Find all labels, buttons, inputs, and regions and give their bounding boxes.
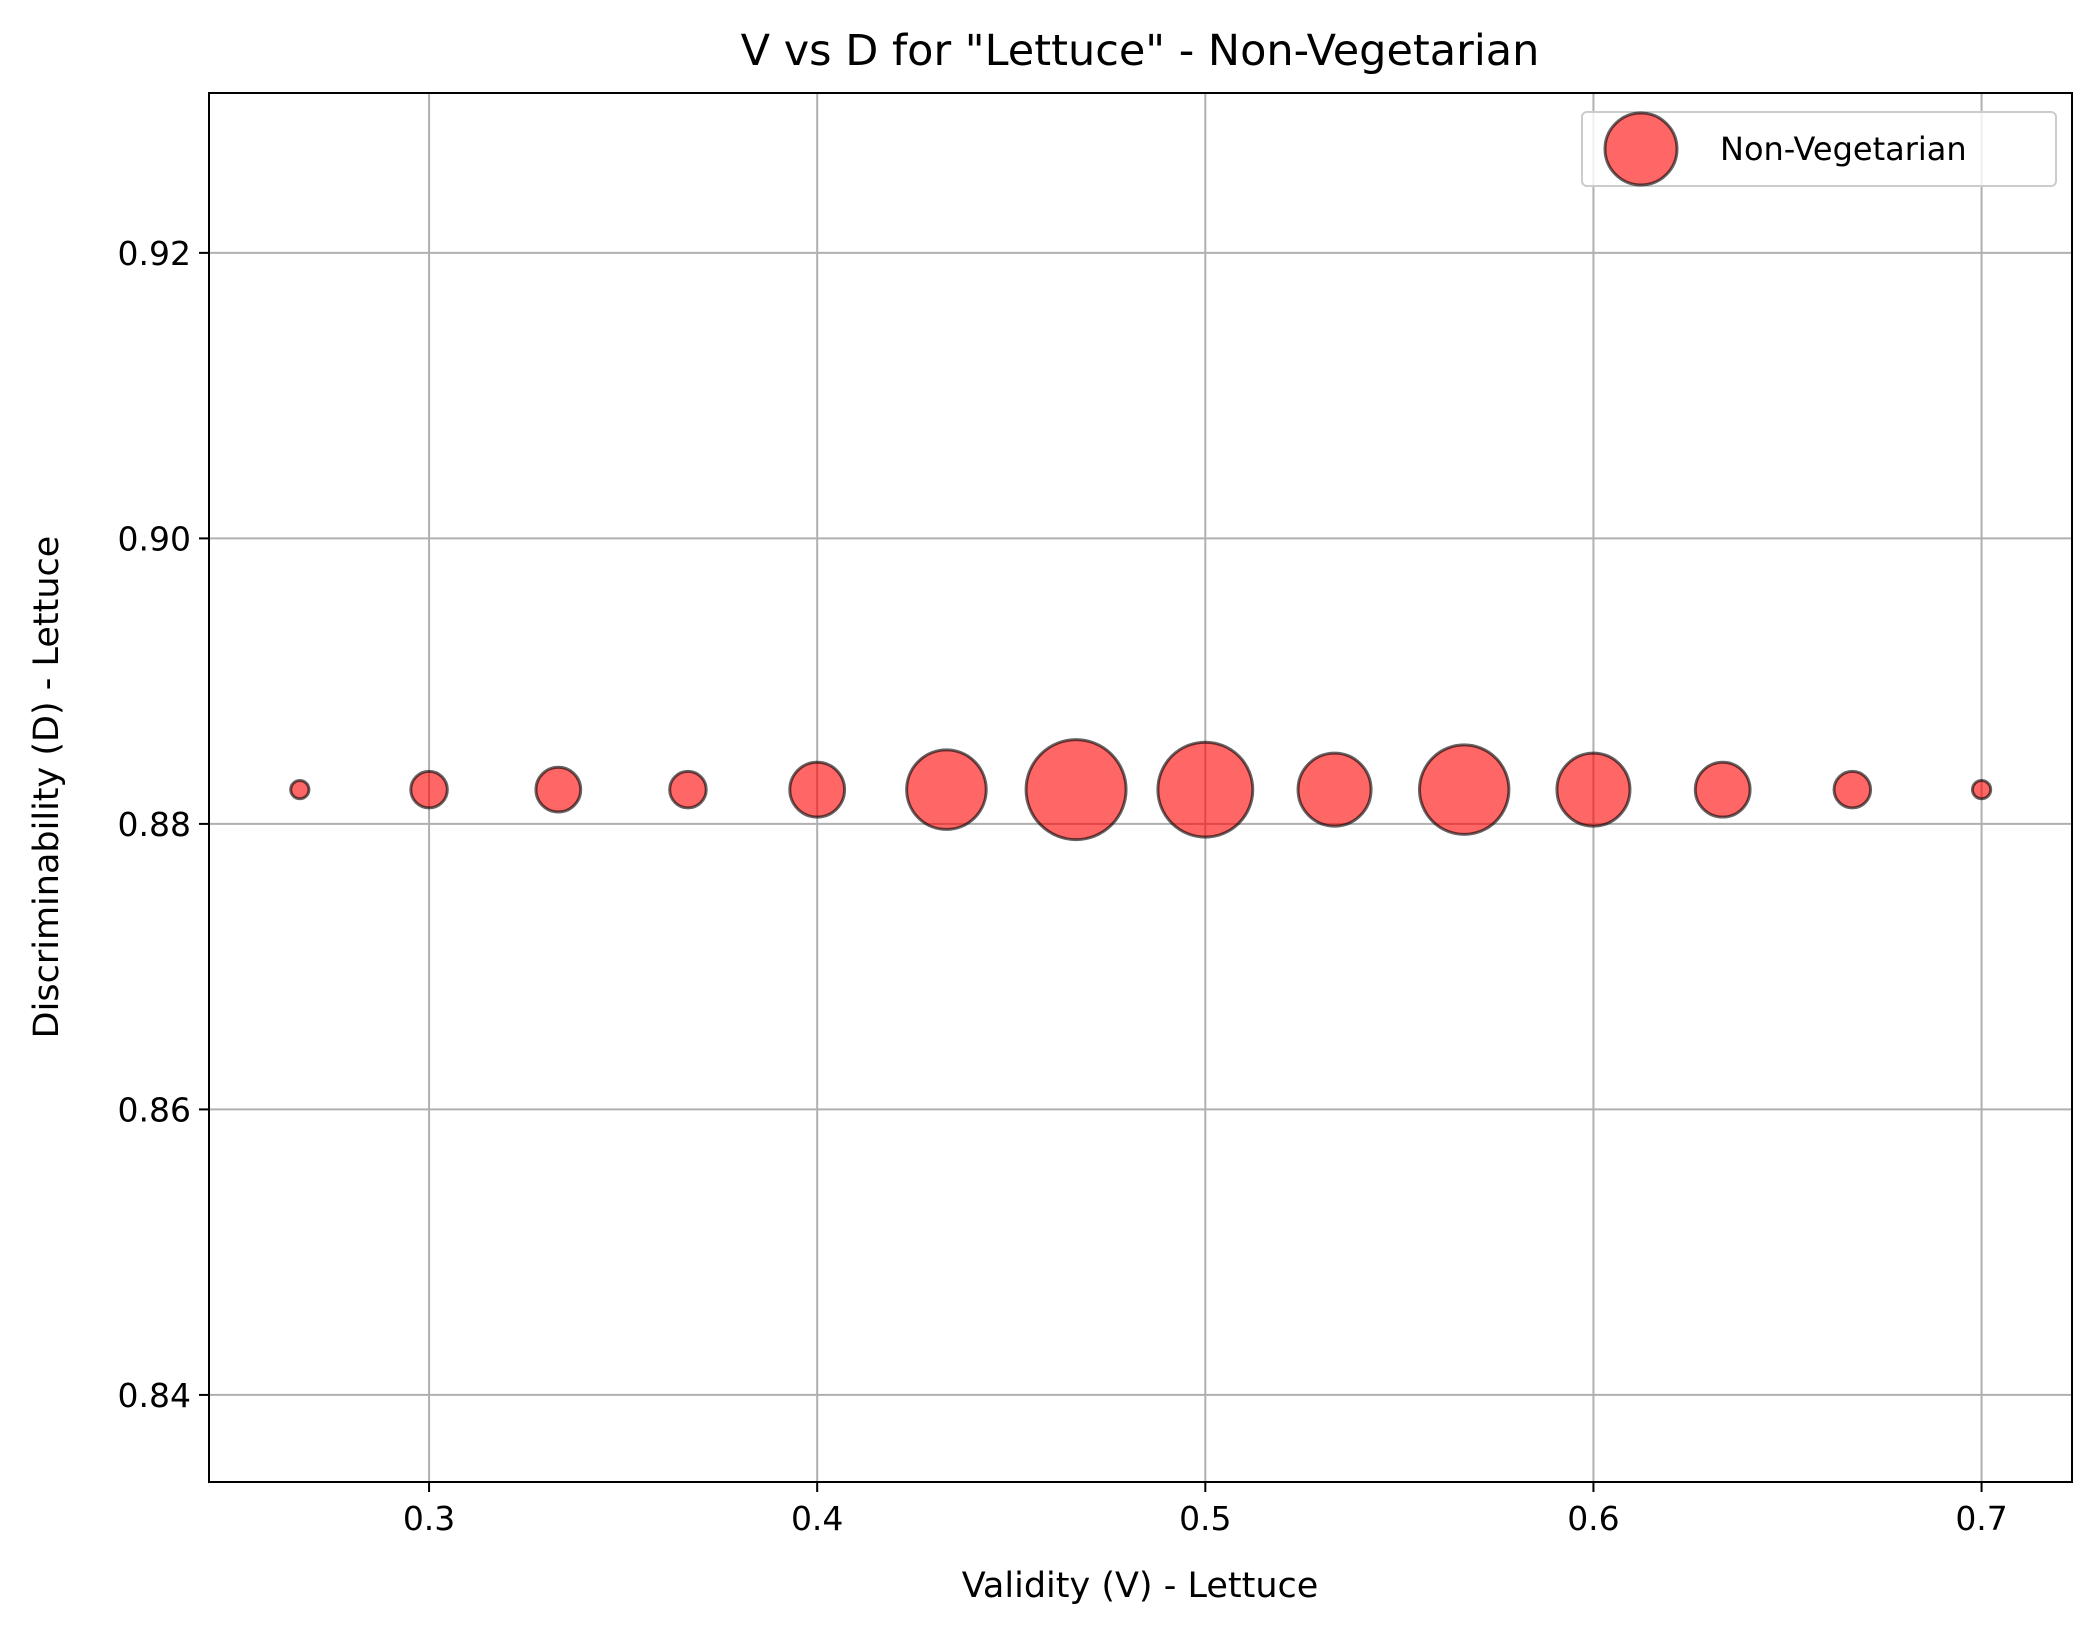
scatter-point — [289, 779, 311, 801]
legend-box — [1581, 111, 2057, 187]
chart-title: V vs D for "Lettuce" - Non-Vegetarian — [741, 26, 1540, 76]
scatter-point — [788, 760, 847, 819]
scatter-points — [289, 738, 1993, 842]
scatter-point — [1156, 740, 1255, 839]
y-tick-label: 0.86 — [118, 1090, 191, 1129]
scatter-point — [1296, 751, 1373, 828]
x-tick-label: 0.7 — [1955, 1499, 2007, 1538]
legend-label: Non-Vegetarian — [1720, 130, 1967, 168]
scatter-point — [409, 769, 449, 810]
legend-marker — [1603, 111, 1679, 187]
scatter-point — [1555, 751, 1632, 828]
y-axis-label: Discriminability (D) - Lettuce — [27, 536, 67, 1039]
plot-frame — [208, 92, 2073, 1483]
x-axis-label: Validity (V) - Lettuce — [962, 1566, 1319, 1606]
scatter-point — [668, 769, 708, 810]
scatter-point — [534, 765, 583, 814]
scatter-point — [1417, 743, 1511, 836]
x-tick-label: 0.4 — [791, 1499, 843, 1538]
y-tick-label: 0.84 — [118, 1376, 191, 1415]
scatter-point — [905, 748, 988, 831]
plot-area — [209, 93, 2072, 1482]
x-tick-label: 0.5 — [1179, 1499, 1231, 1538]
x-tick-label: 0.6 — [1567, 1499, 1619, 1538]
y-tick-label: 0.88 — [118, 805, 191, 844]
scatter-point — [1693, 760, 1752, 819]
legend: Non-Vegetarian — [1581, 111, 2057, 187]
x-axis-ticks: 0.3 0.4 0.5 0.6 0.7 — [403, 1482, 2008, 1538]
y-tick-label: 0.90 — [118, 519, 191, 558]
scatter-point — [1024, 738, 1128, 842]
y-tick-label: 0.92 — [118, 234, 191, 273]
y-axis-ticks: 0.84 0.86 0.88 0.90 0.92 — [118, 234, 209, 1415]
x-tick-label: 0.3 — [403, 1499, 455, 1538]
scatter-point — [1832, 769, 1873, 810]
scatter-point — [1970, 779, 1993, 801]
